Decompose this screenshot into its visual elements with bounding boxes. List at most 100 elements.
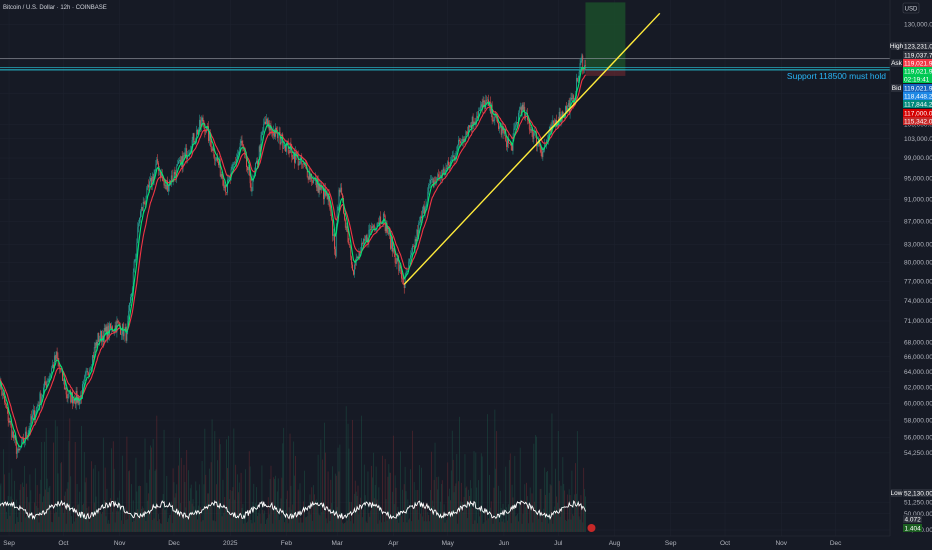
volume-bar	[15, 523, 16, 532]
volume-bar	[165, 509, 167, 532]
candle-body	[128, 310, 130, 322]
volume-average-line	[0, 499, 586, 520]
candle-body	[303, 162, 305, 165]
volume-bar	[436, 477, 438, 532]
candle-body	[308, 172, 310, 180]
candle-body	[140, 207, 142, 212]
candle-body	[83, 378, 85, 382]
volume-bar	[266, 517, 268, 532]
volume-bar	[167, 521, 169, 532]
volume-bar	[505, 466, 507, 532]
volume-bar	[324, 452, 326, 532]
volume-bar	[340, 511, 342, 532]
currency-label[interactable]: USD	[905, 6, 918, 12]
candle-body	[324, 188, 326, 196]
volume-bar	[362, 517, 363, 532]
volume-bar	[63, 512, 64, 532]
candle-body	[391, 237, 392, 249]
volume-bar	[64, 491, 66, 532]
candle-body	[180, 156, 182, 162]
volume-bar	[571, 470, 573, 532]
volume-bar	[460, 501, 461, 532]
candle-body	[411, 245, 413, 253]
volume-bar	[225, 506, 227, 532]
x-tick-label: Apr	[388, 540, 399, 547]
y-tick-label: 130,000.00	[904, 22, 932, 29]
volume-bar	[435, 514, 437, 532]
x-tick-label: Oct	[58, 540, 68, 547]
volume-bar	[578, 516, 580, 532]
candle-body	[523, 106, 525, 110]
volume-bar	[549, 484, 551, 532]
candle-body	[351, 256, 353, 265]
y-tick-label: 77,000.00	[904, 278, 932, 285]
symbol-title[interactable]: Bitcoin / U.S. Dollar · 12h · COINBASE	[3, 5, 107, 11]
volume-bar	[418, 519, 420, 532]
candle-body	[52, 364, 53, 369]
currency-button[interactable]	[902, 2, 920, 14]
volume-bar	[377, 523, 379, 532]
candle-body	[553, 120, 555, 124]
volume-bar	[0, 483, 2, 532]
volume-bar	[48, 487, 50, 532]
volume-bar	[565, 519, 566, 532]
candle-body	[244, 149, 246, 154]
support-annotation[interactable]: Support 118500 must hold	[787, 71, 886, 81]
volume-bar	[426, 521, 428, 532]
candle-body	[498, 122, 499, 129]
candle-body	[150, 178, 152, 186]
candle-body	[201, 117, 203, 121]
candle-body	[374, 229, 376, 231]
x-tick-label: May	[442, 540, 455, 547]
volume-bar	[555, 468, 556, 532]
volume-bar	[408, 519, 410, 532]
time-axis[interactable]: Sep Oct Nov Dec 2025 Feb Mar Apr May Jun Jul Aug Sep…	[0, 535, 890, 547]
candle-body	[462, 139, 464, 142]
candle-body	[50, 373, 52, 375]
volume-bar	[219, 444, 221, 532]
volume-bar	[106, 488, 108, 532]
price-axis[interactable]: 130,000.00121,000.00113,000.00106,000.00…	[904, 22, 932, 535]
volume-bar	[322, 459, 324, 532]
candle-body	[3, 392, 5, 396]
volume-bar	[520, 500, 522, 532]
candle-body	[46, 381, 48, 388]
x-tick-label: Dec	[168, 540, 180, 547]
volume-bar	[403, 484, 405, 532]
candle-body	[537, 144, 538, 146]
candle-body	[370, 229, 372, 231]
candle-body	[514, 126, 516, 129]
volume-bar	[267, 497, 269, 532]
candle-body	[525, 113, 527, 119]
volume-bar	[244, 512, 246, 532]
volume-bar	[314, 500, 316, 532]
target-zone-box[interactable]	[585, 2, 626, 70]
volume-bar	[53, 513, 55, 532]
volume-bar	[490, 501, 492, 532]
trendline[interactable]	[403, 12, 661, 285]
volume-bar	[260, 523, 262, 532]
candle-body	[5, 403, 7, 409]
candle-body	[96, 341, 98, 346]
volume-bar	[333, 513, 334, 532]
volume-bar	[217, 460, 218, 532]
candle-body	[450, 160, 451, 167]
candle-body	[544, 142, 546, 148]
candle-body	[549, 126, 551, 130]
volume-bar	[401, 516, 402, 532]
price-tag-value: 119,021.91	[904, 85, 932, 92]
volume-bar	[321, 511, 323, 532]
volume-bar	[11, 468, 13, 532]
volume-bar	[144, 438, 146, 532]
volume-bar	[47, 492, 49, 532]
volume-bar	[443, 504, 445, 532]
candle-body	[163, 181, 165, 186]
volume-bar	[469, 480, 471, 532]
volume-bar	[150, 445, 151, 532]
volume-bar	[131, 484, 132, 532]
candle-body	[247, 166, 248, 171]
volume-bar	[73, 505, 74, 532]
volume-bar	[568, 489, 570, 532]
candle-body	[132, 272, 134, 288]
